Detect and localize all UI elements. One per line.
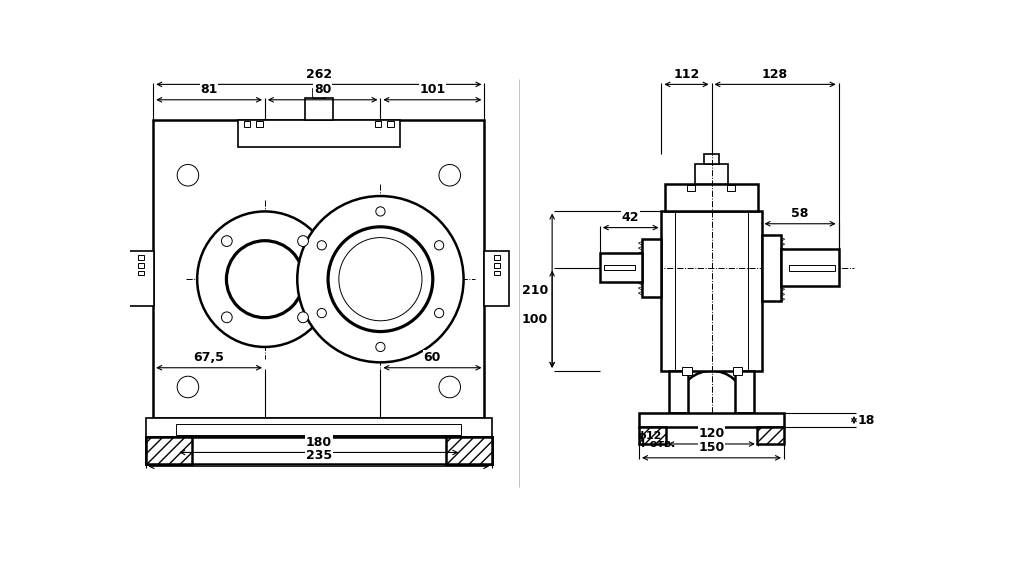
Bar xyxy=(387,121,393,126)
Bar xyxy=(694,165,728,184)
Bar xyxy=(788,265,835,271)
Text: 210: 210 xyxy=(522,284,548,297)
Circle shape xyxy=(439,376,460,398)
Bar xyxy=(138,263,144,268)
Bar xyxy=(446,437,492,464)
Bar xyxy=(603,265,634,270)
Bar xyxy=(662,211,762,371)
Text: 101: 101 xyxy=(420,83,445,96)
Text: 235: 235 xyxy=(305,450,332,463)
Bar xyxy=(639,427,666,444)
Circle shape xyxy=(435,309,444,318)
Circle shape xyxy=(376,207,385,216)
Circle shape xyxy=(178,376,199,398)
Circle shape xyxy=(298,312,308,323)
Bar xyxy=(682,367,691,375)
Text: 262: 262 xyxy=(305,67,332,80)
Bar xyxy=(639,413,784,427)
Bar xyxy=(493,271,499,275)
Text: 112: 112 xyxy=(674,67,699,80)
Bar xyxy=(733,367,742,375)
Text: 81: 81 xyxy=(200,83,217,96)
Bar xyxy=(666,184,758,211)
Bar xyxy=(146,418,492,437)
Text: 120: 120 xyxy=(698,427,725,440)
Bar xyxy=(138,271,144,275)
Text: 100: 100 xyxy=(522,312,548,326)
Circle shape xyxy=(178,165,199,186)
Bar xyxy=(703,153,719,165)
Bar xyxy=(727,185,735,192)
Bar xyxy=(312,89,325,98)
Bar xyxy=(305,98,333,120)
Bar xyxy=(446,437,492,464)
Text: 67,5: 67,5 xyxy=(194,351,225,364)
Circle shape xyxy=(328,227,433,332)
Bar xyxy=(757,427,784,444)
Bar xyxy=(762,235,781,301)
Text: 4 отв.: 4 отв. xyxy=(637,439,675,450)
Bar xyxy=(146,437,192,464)
Bar xyxy=(493,255,499,260)
Text: ϕ12: ϕ12 xyxy=(637,431,662,441)
Text: 80: 80 xyxy=(314,83,332,96)
Bar xyxy=(238,120,399,147)
Bar xyxy=(669,371,688,413)
Bar xyxy=(781,249,838,286)
Text: 180: 180 xyxy=(305,436,332,448)
Circle shape xyxy=(227,241,303,318)
Bar xyxy=(375,121,381,126)
Circle shape xyxy=(435,241,444,250)
Bar xyxy=(129,251,154,306)
Circle shape xyxy=(298,235,308,247)
Text: 58: 58 xyxy=(791,207,809,220)
Circle shape xyxy=(439,165,460,186)
Circle shape xyxy=(318,309,327,318)
Bar xyxy=(146,437,492,464)
Circle shape xyxy=(339,238,422,321)
Bar xyxy=(256,121,262,126)
Bar xyxy=(153,120,484,418)
Text: 18: 18 xyxy=(858,414,875,427)
Text: 42: 42 xyxy=(622,211,639,224)
Text: 128: 128 xyxy=(762,67,788,80)
Circle shape xyxy=(222,235,232,247)
Text: 150: 150 xyxy=(698,441,725,454)
Bar xyxy=(735,371,753,413)
Circle shape xyxy=(297,196,464,362)
Bar xyxy=(600,253,642,282)
Bar xyxy=(484,251,509,306)
Bar xyxy=(177,424,461,435)
Bar xyxy=(146,437,192,464)
Circle shape xyxy=(376,342,385,352)
Text: 60: 60 xyxy=(424,351,441,364)
Bar xyxy=(687,185,694,192)
Circle shape xyxy=(197,211,333,347)
Bar xyxy=(244,121,250,126)
Bar xyxy=(138,255,144,260)
Bar xyxy=(642,239,662,297)
Circle shape xyxy=(318,241,327,250)
Bar xyxy=(493,263,499,268)
Circle shape xyxy=(222,312,232,323)
